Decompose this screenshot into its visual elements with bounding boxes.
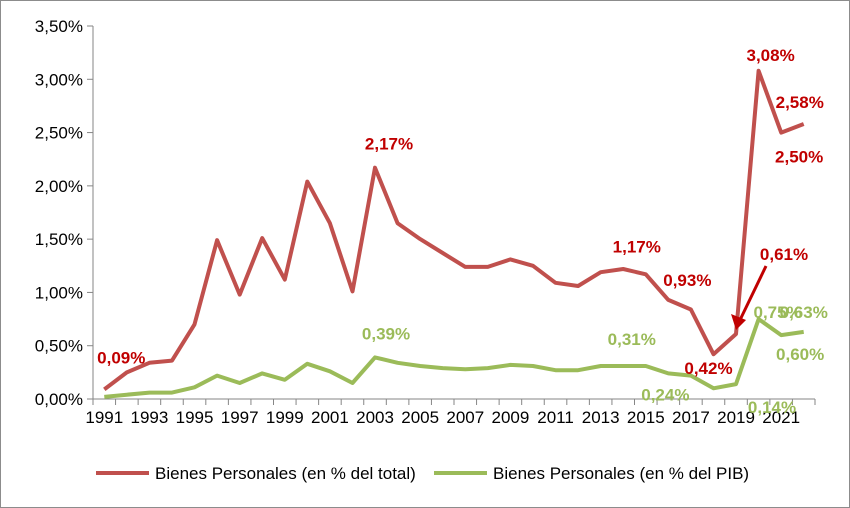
x-tick-label: 1995 bbox=[176, 408, 214, 427]
y-tick-label: 1,50% bbox=[35, 230, 83, 249]
data-label: 2,58% bbox=[776, 93, 824, 112]
series-line-pib bbox=[104, 317, 804, 399]
x-tick-label: 2005 bbox=[401, 408, 439, 427]
x-tick-label: 2013 bbox=[582, 408, 620, 427]
x-tick-label: 2007 bbox=[446, 408, 484, 427]
x-tick-label: 1999 bbox=[266, 408, 304, 427]
x-tick-label: 1991 bbox=[85, 408, 123, 427]
data-label: 2,50% bbox=[775, 148, 823, 167]
axes bbox=[87, 25, 816, 405]
x-tick-labels: 1991 1993 1995 1997 1999 2001 2003 2005 2007 2009… bbox=[85, 408, 800, 427]
y-tick-labels: 0,00% 0,50% 1,00% 1,50% 2,00% 2,50% 3,00% 3,50% bbox=[35, 17, 83, 409]
data-label: 0,63% bbox=[780, 303, 828, 322]
y-tick-label: 2,00% bbox=[35, 177, 83, 196]
series-lines bbox=[103, 68, 805, 399]
x-tick-label: 2015 bbox=[627, 408, 665, 427]
annotation-arrowhead bbox=[731, 313, 747, 330]
data-label: 1,17% bbox=[613, 237, 661, 256]
data-labels: 0,09% 2,17% 1,17%0,93% 0,42% 0,61% 3,08% 2,50%… bbox=[97, 46, 828, 417]
y-tick-label: 1,00% bbox=[35, 283, 83, 302]
series-line-total bbox=[103, 68, 805, 391]
x-tick-label: 2011 bbox=[537, 408, 574, 427]
x-tick-label: 2021 bbox=[762, 408, 800, 427]
y-tick-label: 0,50% bbox=[35, 337, 83, 356]
legend: Bienes Personales (en % del total) Biene… bbox=[96, 464, 749, 483]
x-tick-label: 1997 bbox=[221, 408, 259, 427]
x-tick-label: 2019 bbox=[717, 408, 755, 427]
data-label: 0,93% bbox=[663, 271, 711, 290]
legend-label-pib: Bienes Personales (en % del PIB) bbox=[493, 464, 749, 483]
x-tick-label: 2001 bbox=[311, 408, 349, 427]
data-label: 0,60% bbox=[776, 345, 824, 364]
data-label: 0,14% bbox=[748, 398, 796, 417]
y-tick-label: 3,50% bbox=[35, 17, 83, 36]
data-label: 0,09% bbox=[97, 348, 145, 367]
x-tick-label: 1993 bbox=[130, 408, 168, 427]
y-tick-label: 3,00% bbox=[35, 70, 83, 89]
data-label: 2,17% bbox=[365, 135, 413, 154]
data-label: 3,08% bbox=[746, 46, 794, 65]
x-tick-label: 2003 bbox=[356, 408, 394, 427]
data-label: 0,24% bbox=[641, 385, 689, 404]
data-label: 0,61% bbox=[760, 245, 808, 264]
data-label: 0,39% bbox=[362, 324, 410, 343]
y-tick-label: 2,50% bbox=[35, 124, 83, 143]
x-tick-label: 2009 bbox=[491, 408, 529, 427]
legend-label-total: Bienes Personales (en % del total) bbox=[155, 464, 416, 483]
data-label: 0,75% bbox=[753, 303, 801, 322]
data-label: 0,42% bbox=[684, 359, 732, 378]
x-tick-label: 2017 bbox=[672, 408, 710, 427]
data-label: 0,31% bbox=[608, 330, 656, 349]
annotation-arrow bbox=[737, 265, 768, 323]
y-tick-label: 0,00% bbox=[35, 390, 83, 409]
